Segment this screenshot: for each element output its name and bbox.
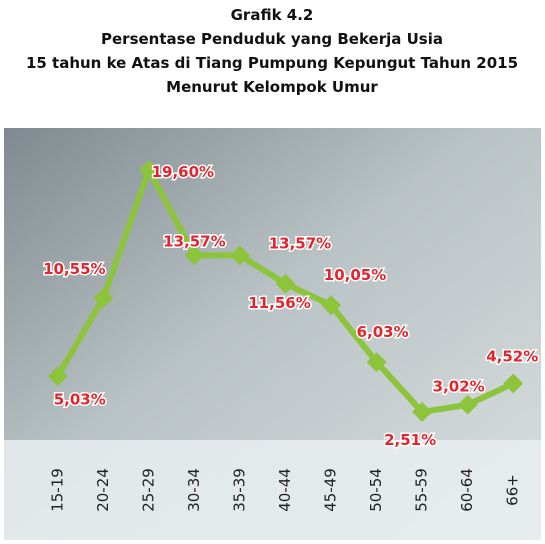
data-label: 3,02%: [433, 378, 485, 396]
x-tick-label: 60-64: [458, 468, 476, 512]
marker: [366, 352, 387, 373]
x-tick-label: 50-54: [367, 468, 385, 512]
data-label: 19,60%: [152, 163, 214, 181]
marker: [412, 402, 433, 422]
x-tick-label: 55-59: [413, 468, 431, 512]
data-label: 6,03%: [357, 323, 409, 341]
axis-band: [4, 440, 541, 540]
data-label: 11,56%: [248, 294, 310, 312]
marker: [47, 366, 68, 387]
x-tick-label: 35-39: [230, 468, 248, 512]
marker: [275, 273, 296, 294]
data-label: 5,03%: [54, 390, 106, 408]
marker: [457, 394, 478, 415]
x-tick-label: 40-44: [276, 468, 294, 512]
marker: [93, 288, 114, 309]
chart-title: Menurut Kelompok Umur: [166, 78, 378, 96]
x-tick-label: 20-24: [94, 468, 112, 512]
x-tick-label: 66+: [504, 474, 522, 506]
marker: [321, 295, 341, 316]
x-tick-label: 25-29: [139, 468, 157, 512]
data-label: 10,05%: [324, 266, 386, 284]
marker: [230, 245, 250, 266]
chart-title: Grafik 4.2: [231, 6, 314, 24]
data-label: 10,55%: [43, 260, 105, 278]
x-tick-label: 30-34: [185, 468, 203, 512]
marker: [184, 245, 205, 266]
x-tick-label: 45-49: [322, 468, 340, 512]
data-label: 13,57%: [269, 234, 331, 252]
data-label: 13,57%: [163, 232, 225, 250]
data-label: 2,51%: [384, 431, 436, 449]
marker: [503, 373, 524, 394]
data-label: 4,52%: [486, 348, 538, 366]
chart-title: 15 tahun ke Atas di Tiang Pumpung Kepung…: [26, 54, 518, 72]
marker: [138, 160, 159, 180]
chart-title: Persentase Penduduk yang Bekerja Usia: [101, 30, 443, 48]
x-tick-label: 15-19: [48, 468, 66, 512]
